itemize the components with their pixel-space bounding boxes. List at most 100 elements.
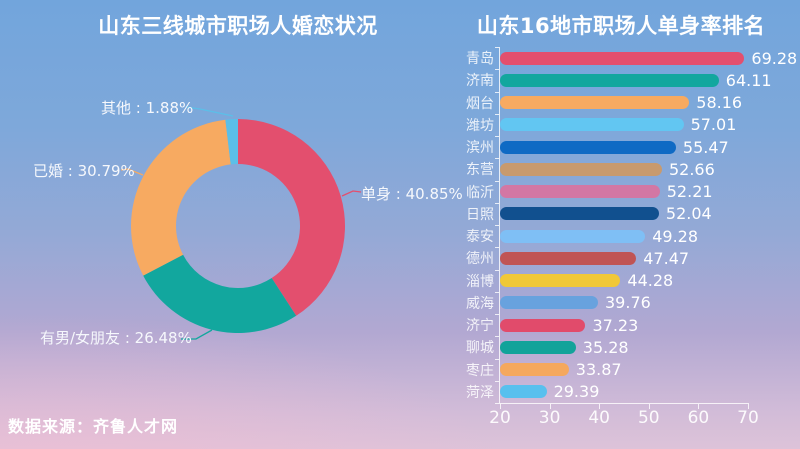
bar-value-label: 52.04 — [665, 204, 712, 224]
bar-7[interactable] — [500, 207, 659, 221]
bar-category-label: 烟台 — [466, 95, 494, 112]
category-tick — [495, 291, 499, 293]
category-tick — [495, 136, 499, 137]
bar-row: 德州 47.47 — [418, 247, 689, 269]
bar-row: 菏泽 29.39 — [418, 381, 599, 403]
bar-3[interactable] — [500, 118, 684, 132]
bar-category-label: 淄博 — [466, 273, 494, 290]
pie-leader-line-3 — [185, 106, 234, 117]
bar-value-label: 39.76 — [605, 293, 651, 313]
x-axis-line — [499, 403, 749, 404]
bar-category-label: 潍坊 — [466, 117, 494, 134]
bar-category-label: 济宁 — [466, 318, 494, 335]
bar-row: 济宁 37.23 — [418, 314, 638, 336]
bar-category-label: 泰安 — [466, 229, 494, 246]
x-axis-tick — [648, 404, 650, 409]
category-tick — [495, 113, 499, 115]
bar-category-label: 日照 — [466, 206, 494, 223]
x-axis-tick — [698, 404, 700, 409]
bar-chart-title: 山东16地市职场人单身率排名 — [476, 14, 766, 38]
pie-slice-0[interactable] — [238, 119, 345, 316]
bar-row: 东营 52.66 — [418, 158, 715, 180]
bar-value-label: 37.23 — [592, 315, 639, 335]
bar-value-label: 69.28 — [751, 48, 798, 68]
x-axis-tick — [599, 404, 601, 409]
pie-leader-line-2 — [120, 168, 144, 176]
bar-category-label: 威海 — [466, 295, 494, 312]
category-tick — [495, 269, 499, 271]
bar-value-label: 52.21 — [666, 182, 713, 202]
bar-0[interactable] — [500, 51, 745, 65]
bar-category-label: 德州 — [466, 251, 494, 268]
bar-row: 青岛 69.28 — [418, 47, 797, 69]
bar-8[interactable] — [500, 229, 646, 243]
bar-row: 淄博 44.28 — [418, 270, 673, 292]
bar-13[interactable] — [500, 340, 576, 354]
bar-category-label: 东营 — [466, 162, 494, 179]
bar-value-label: 55.47 — [682, 137, 729, 157]
bar-14[interactable] — [500, 363, 569, 377]
bar-5[interactable] — [500, 162, 662, 176]
pie-label-1: 有男/女朋友 : 26.48% — [40, 329, 192, 347]
category-tick — [495, 403, 499, 404]
bar-category-label: 菏泽 — [466, 384, 494, 401]
bar-category-label: 滨州 — [466, 140, 494, 157]
bar-1[interactable] — [500, 73, 719, 87]
bar-row: 枣庄 33.87 — [418, 359, 622, 381]
bar-row: 威海 39.76 — [418, 292, 651, 314]
bar-row: 泰安 49.28 — [418, 225, 698, 247]
bar-value-label: 64.11 — [725, 70, 772, 90]
bar-2[interactable] — [500, 96, 690, 110]
category-tick — [495, 358, 499, 360]
bar-6[interactable] — [500, 185, 660, 199]
bar-value-label: 52.66 — [668, 159, 715, 179]
pie-leader-line-0 — [341, 190, 362, 197]
category-tick — [495, 380, 499, 382]
category-tick — [495, 47, 499, 48]
x-axis-tick-label: 50 — [637, 408, 660, 428]
bar-category-label: 聊城 — [466, 340, 494, 357]
bar-9[interactable] — [500, 251, 637, 265]
category-tick — [495, 336, 499, 338]
pie-label-3: 其他 : 1.88% — [101, 99, 194, 117]
bar-value-label: 58.16 — [696, 93, 743, 113]
bar-10[interactable] — [500, 274, 621, 288]
pie-slice-1[interactable] — [143, 254, 297, 333]
pie-slice-3[interactable] — [225, 119, 238, 165]
pie-label-2: 已婚 : 30.79% — [33, 162, 135, 180]
pie-label-0: 单身 : 40.85% — [361, 185, 463, 203]
category-tick — [495, 225, 499, 226]
bar-11[interactable] — [500, 296, 598, 310]
category-tick — [495, 180, 499, 182]
bar-category-label: 济南 — [466, 73, 494, 90]
pie-chart-title: 山东三线城市职场人婚恋状况 — [98, 14, 378, 38]
category-tick — [495, 247, 499, 249]
x-axis-tick-label: 40 — [588, 408, 610, 428]
pie-slice-2[interactable] — [130, 119, 231, 276]
x-axis-tick — [748, 404, 749, 409]
x-axis-tick-label: 70 — [737, 408, 759, 428]
bar-category-label: 青岛 — [466, 51, 494, 68]
pie-leader-line-1 — [181, 329, 213, 340]
bar-12[interactable] — [500, 318, 586, 332]
bar-row: 济南 64.11 — [418, 69, 772, 91]
bar-value-label: 57.01 — [690, 115, 737, 135]
bar-row: 潍坊 57.01 — [418, 114, 736, 136]
category-tick — [495, 202, 499, 204]
category-tick — [495, 91, 499, 93]
bar-row: 烟台 58.16 — [418, 92, 742, 114]
bar-row: 临沂 52.21 — [418, 181, 713, 203]
category-tick — [495, 158, 499, 160]
x-axis-tick — [500, 404, 501, 409]
bar-value-label: 29.39 — [553, 382, 600, 402]
bar-15[interactable] — [500, 385, 547, 399]
bar-value-label: 49.28 — [652, 226, 699, 246]
x-axis-tick-label: 20 — [489, 408, 511, 428]
x-axis-tick-label: 60 — [687, 408, 710, 428]
bar-value-label: 44.28 — [627, 271, 674, 291]
bar-4[interactable] — [500, 140, 676, 154]
bar-category-label: 枣庄 — [466, 362, 494, 379]
data-source-label: 数据来源：齐鲁人才网 — [8, 417, 179, 436]
